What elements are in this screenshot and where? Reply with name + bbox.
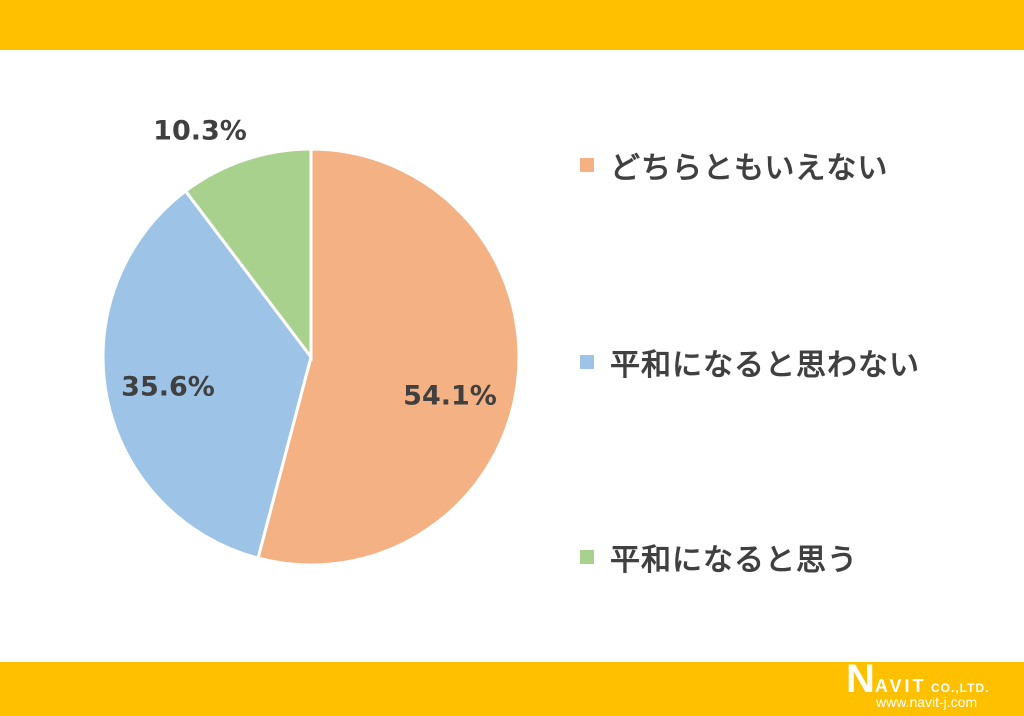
logo-suffix: CO.,LTD. — [931, 681, 990, 695]
data-label: 35.6% — [121, 372, 215, 403]
pie-slice — [101, 188, 313, 560]
legend-label: どちらともいえない — [610, 151, 889, 186]
data-label: 10.3% — [153, 116, 247, 147]
legend-item: 平和になると思う — [580, 535, 858, 579]
legend-label: 平和になると思う — [610, 543, 858, 578]
pie-slice — [256, 147, 521, 567]
logo-name: NAVIT — [846, 657, 927, 701]
data-label: 54.1% — [403, 381, 497, 412]
legend-swatch — [580, 355, 594, 369]
legend-item: 平和になると思わない — [580, 340, 920, 384]
top-banner — [0, 0, 1024, 50]
navit-logo: NAVIT CO.,LTD. www.navit-j.com — [846, 657, 1021, 714]
bottom-banner — [0, 662, 1024, 716]
legend-swatch — [580, 158, 594, 172]
legend-item: どちらともいえない — [580, 143, 888, 187]
logo-url: www.navit-j.com — [876, 694, 978, 710]
legend-label: 平和になると思わない — [610, 348, 920, 383]
legend-swatch — [580, 550, 594, 564]
pie-slice — [183, 147, 313, 362]
